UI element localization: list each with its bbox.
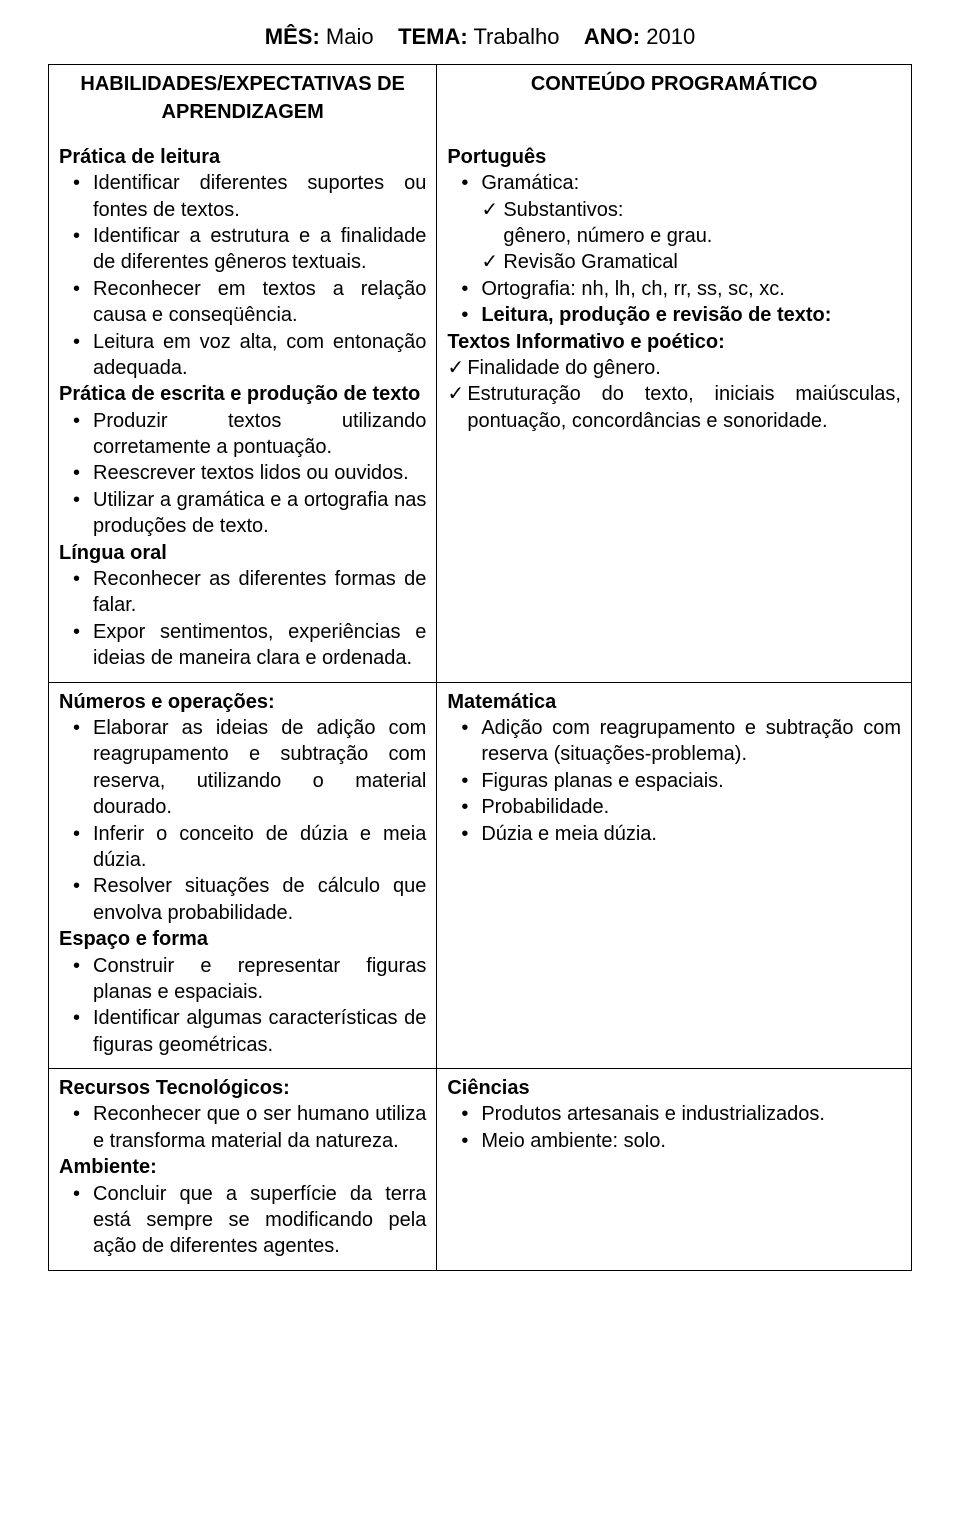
list-item: Produtos artesanais e industrializados. — [481, 1101, 901, 1127]
check-list: Finalidade do gênero. Estruturação do te… — [447, 355, 901, 434]
list-item: Revisão Gramatical — [503, 249, 901, 275]
check-list: Substantivos: — [447, 197, 901, 223]
list-item: Figuras planas e espaciais. — [481, 768, 901, 794]
right-heading: CONTEÚDO PROGRAMÁTICO — [447, 71, 901, 99]
list-item: Meio ambiente: solo. — [481, 1128, 901, 1154]
bullet-list: Identificar diferentes suportes ou fonte… — [59, 170, 426, 381]
list-item: Concluir que a superfície da terra está … — [93, 1181, 426, 1260]
table-row: Prática de leitura Identificar diferente… — [49, 138, 912, 682]
list-item: Identificar a estrutura e a finalidade d… — [93, 223, 426, 276]
subject-title: Ciências — [447, 1075, 901, 1101]
list-item: Reescrever textos lidos ou ouvidos. — [93, 460, 426, 486]
list-item: Resolver situações de cálculo que envolv… — [93, 873, 426, 926]
section-title: Língua oral — [59, 540, 426, 566]
bullet-list: Concluir que a superfície da terra está … — [59, 1181, 426, 1260]
subject-title: Português — [447, 144, 901, 170]
tema-label: TEMA: — [398, 24, 468, 49]
row1-left-cell: Prática de leitura Identificar diferente… — [49, 138, 437, 682]
bullet-list: Reconhecer as diferentes formas de falar… — [59, 566, 426, 672]
section-title: Prática de leitura — [59, 144, 426, 170]
bullet-list: Elaborar as ideias de adição com reagrup… — [59, 715, 426, 926]
list-item: Ortografia: nh, lh, ch, rr, ss, sc, xc. — [481, 276, 901, 302]
bullet-list: Adição com reagrupamento e subtração com… — [447, 715, 901, 847]
ano-value: 2010 — [646, 24, 695, 49]
ano-label: ANO: — [584, 24, 640, 49]
left-heading-1: HABILIDADES/EXPECTATIVAS DE — [59, 71, 426, 99]
bullet-list: Produzir textos utilizando corretamente … — [59, 408, 426, 540]
bullet-list: Gramática: — [447, 170, 901, 196]
list-item: Expor sentimentos, experiências e ideias… — [93, 619, 426, 672]
bullet-list: Reconhecer que o ser humano utiliza e tr… — [59, 1101, 426, 1154]
check-list: Revisão Gramatical — [447, 249, 901, 275]
sub-section-title: Textos Informativo e poético: — [447, 329, 901, 355]
list-item: Adição com reagrupamento e subtração com… — [481, 715, 901, 768]
list-item: Reconhecer as diferentes formas de falar… — [93, 566, 426, 619]
list-item: Identificar algumas características de f… — [93, 1005, 426, 1058]
section-title: Números e operações: — [59, 689, 426, 715]
mes-label: MÊS: — [265, 24, 320, 49]
list-item: Leitura em voz alta, com entonação adequ… — [93, 329, 426, 382]
mes-value: Maio — [326, 24, 374, 49]
sub-text: gênero, número e grau. — [447, 223, 901, 249]
list-item: Dúzia e meia dúzia. — [481, 821, 901, 847]
table-row: Números e operações: Elaborar as ideias … — [49, 682, 912, 1068]
section-title: Ambiente: — [59, 1154, 426, 1180]
list-item: Elaborar as ideias de adição com reagrup… — [93, 715, 426, 821]
document-page: MÊS: Maio TEMA: Trabalho ANO: 2010 HABIL… — [0, 0, 960, 1311]
row1-right-cell: Português Gramática: Substantivos: gêner… — [437, 138, 912, 682]
bold-text: Leitura, produção e revisão de texto: — [481, 304, 831, 326]
list-item: Gramática: — [481, 170, 901, 196]
list-item: Probabilidade. — [481, 794, 901, 820]
list-item: Finalidade do gênero. — [467, 355, 901, 381]
tema-value: Trabalho — [473, 24, 559, 49]
list-item: Inferir o conceito de dúzia e meia dúzia… — [93, 821, 426, 874]
section-title: Prática de escrita e produção de texto — [59, 381, 426, 407]
left-heading-cell: HABILIDADES/EXPECTATIVAS DE APRENDIZAGEM — [49, 65, 437, 138]
left-heading-2: APRENDIZAGEM — [59, 99, 426, 127]
row3-right-cell: Ciências Produtos artesanais e industria… — [437, 1069, 912, 1271]
list-item: Construir e representar figuras planas e… — [93, 953, 426, 1006]
list-item: Leitura, produção e revisão de texto: — [481, 302, 901, 328]
row3-left-cell: Recursos Tecnológicos: Reconhecer que o … — [49, 1069, 437, 1271]
content-table: HABILIDADES/EXPECTATIVAS DE APRENDIZAGEM… — [48, 64, 912, 1271]
bullet-list: Ortografia: nh, lh, ch, rr, ss, sc, xc. … — [447, 276, 901, 329]
list-item: Utilizar a gramática e a ortografia nas … — [93, 487, 426, 540]
table-heading-row: HABILIDADES/EXPECTATIVAS DE APRENDIZAGEM… — [49, 65, 912, 138]
list-item: Estruturação do texto, iniciais maiúscul… — [467, 381, 901, 434]
section-title: Espaço e forma — [59, 926, 426, 952]
bullet-list: Produtos artesanais e industrializados. … — [447, 1101, 901, 1154]
right-heading-cell: CONTEÚDO PROGRAMÁTICO — [437, 65, 912, 138]
row2-right-cell: Matemática Adição com reagrupamento e su… — [437, 682, 912, 1068]
list-item: Produzir textos utilizando corretamente … — [93, 408, 426, 461]
header-line: MÊS: Maio TEMA: Trabalho ANO: 2010 — [48, 24, 912, 50]
bullet-list: Construir e representar figuras planas e… — [59, 953, 426, 1059]
list-item: Substantivos: — [503, 197, 901, 223]
list-item: Identificar diferentes suportes ou fonte… — [93, 170, 426, 223]
table-row: Recursos Tecnológicos: Reconhecer que o … — [49, 1069, 912, 1271]
list-item: Reconhecer que o ser humano utiliza e tr… — [93, 1101, 426, 1154]
subject-title: Matemática — [447, 689, 901, 715]
list-item: Reconhecer em textos a relação causa e c… — [93, 276, 426, 329]
section-title: Recursos Tecnológicos: — [59, 1075, 426, 1101]
row2-left-cell: Números e operações: Elaborar as ideias … — [49, 682, 437, 1068]
